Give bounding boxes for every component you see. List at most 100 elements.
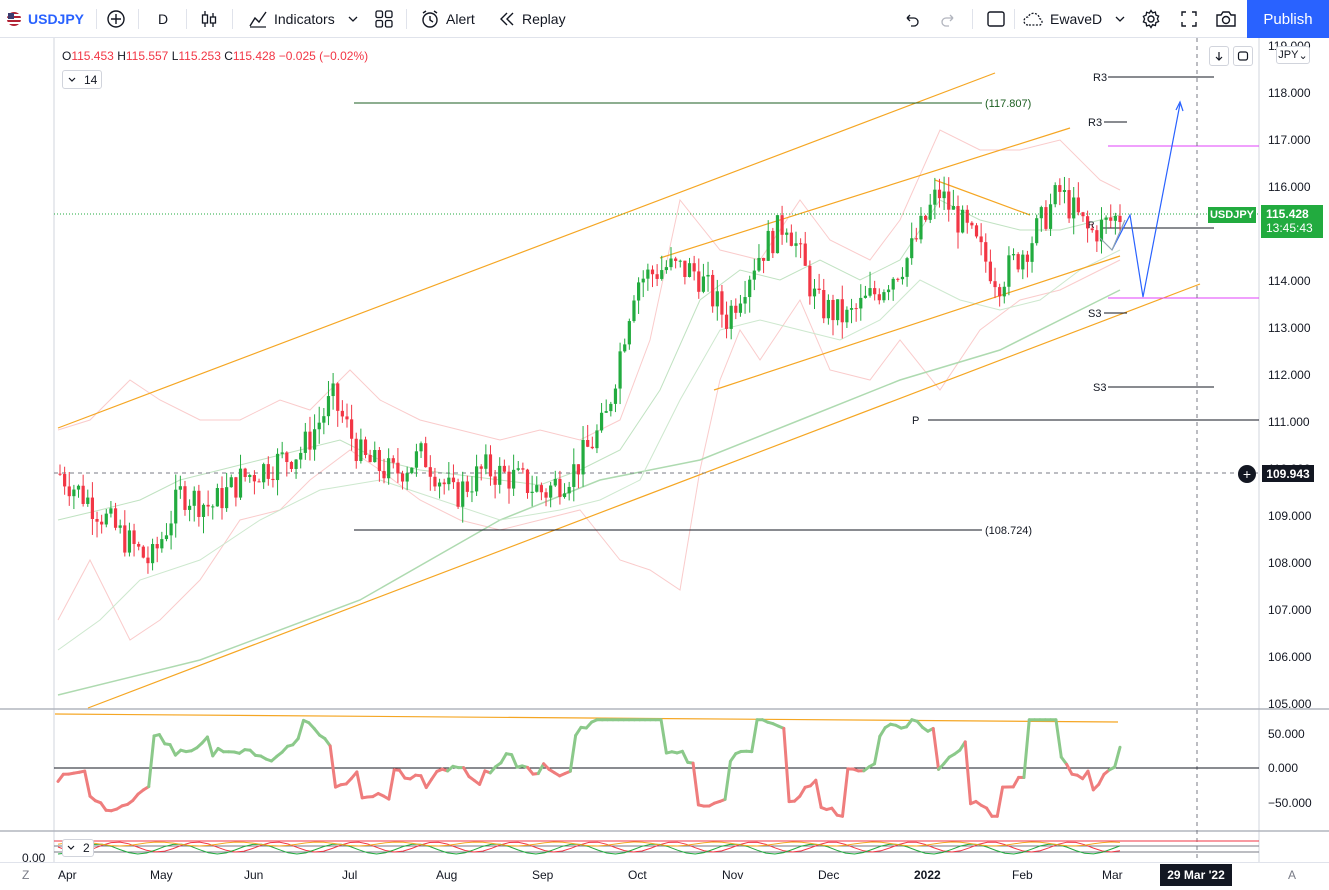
candle-body [1095, 230, 1099, 242]
chevron-down-icon [348, 16, 358, 22]
symbol-search[interactable]: USDJPY [6, 0, 84, 38]
s3-label: S3 [1088, 308, 1101, 320]
osc-segment [323, 737, 332, 748]
candle-body [525, 469, 530, 493]
osc-segment [723, 759, 732, 801]
osc-segment [659, 718, 668, 755]
candle-body [303, 431, 307, 453]
candle-body [201, 504, 206, 517]
candle-body [859, 297, 863, 309]
undo-button[interactable] [902, 0, 920, 38]
price-axis[interactable]: 118.000117.000116.000115.000114.000113.0… [1268, 39, 1312, 810]
osc-segment [398, 768, 407, 780]
candle-body [618, 351, 622, 389]
candle-body [873, 288, 877, 295]
candle-body [752, 270, 756, 280]
candle-body [498, 465, 502, 485]
candle-body [456, 482, 460, 507]
candle-body [701, 276, 706, 292]
candle-body [141, 546, 145, 558]
price-tick-label: 105.000 [1268, 697, 1312, 711]
candle-body [507, 471, 511, 489]
candle-body [984, 242, 988, 262]
candle-body [715, 291, 719, 307]
candle-body [748, 279, 752, 298]
interval-button[interactable]: D [158, 0, 168, 38]
scroll-down-button[interactable] [1209, 46, 1229, 66]
candle-body [1076, 197, 1080, 213]
candle-body [660, 270, 664, 279]
candle-body [761, 257, 766, 261]
candle-body [831, 299, 835, 321]
osc-segment [840, 767, 850, 818]
candle-body [326, 396, 331, 417]
candle-body [1104, 217, 1108, 220]
candle-body [910, 238, 914, 259]
high-label: H [117, 49, 126, 63]
candle-body [1044, 207, 1048, 229]
open-label: O [62, 49, 72, 63]
snapshot-button[interactable] [1215, 0, 1237, 38]
candle-body [113, 508, 118, 528]
layout-templates-button[interactable] [374, 0, 394, 38]
candle-body [238, 468, 243, 498]
plus-circle-icon [107, 10, 125, 28]
currency-select[interactable]: JPY ⌄ [1276, 46, 1310, 64]
add-alert-icon[interactable]: + [1238, 465, 1256, 483]
time-axis[interactable] [0, 862, 1329, 890]
candle-body [350, 419, 354, 439]
candle-body [905, 258, 909, 277]
fullscreen-select-button[interactable] [986, 0, 1006, 38]
chart-type-button[interactable] [200, 0, 218, 38]
osc-segment [462, 766, 471, 779]
osc-count: 2 [82, 841, 90, 855]
maximize-pane-button[interactable] [1233, 46, 1253, 66]
indicators-button[interactable]: Indicators [248, 0, 359, 38]
publish-button[interactable]: Publish [1247, 0, 1329, 38]
collapse-indicators-button[interactable]: 14 [62, 70, 102, 89]
auto-scale-toggle[interactable]: A [1288, 868, 1297, 882]
candle-body [58, 473, 62, 475]
candle-body [63, 474, 67, 487]
redo-button[interactable] [940, 0, 958, 38]
candle-body [590, 446, 594, 449]
candle-body [331, 383, 335, 397]
trend-channel [54, 72, 1201, 723]
candle-body [150, 544, 155, 564]
last-price: 115.428 [1266, 207, 1309, 221]
fullscreen-button[interactable] [1180, 0, 1198, 38]
candle-body [405, 473, 409, 482]
settings-button[interactable] [1141, 0, 1161, 38]
chevron-down-icon [68, 77, 76, 82]
osc-segment [430, 769, 439, 781]
layout-menu[interactable]: EwaveD [1022, 0, 1126, 38]
collapse-osc-button[interactable]: 2 [62, 839, 94, 857]
osc-segment [328, 744, 338, 789]
candle-body [646, 269, 650, 279]
price-tick-label: 116.000 [1268, 180, 1311, 194]
candle-body [683, 260, 687, 277]
candle-body [419, 443, 423, 452]
replay-button[interactable]: Replay [498, 0, 566, 38]
alert-button[interactable]: Alert [420, 0, 475, 38]
candle-body [766, 230, 770, 261]
candle-body [104, 513, 108, 525]
horizontal-levels [54, 38, 1259, 862]
candle-body [1016, 254, 1020, 270]
grid-icon [375, 10, 393, 28]
candle-body [664, 267, 668, 271]
candle-body [289, 462, 294, 469]
price-tick-label: 108.000 [1268, 556, 1312, 570]
candle-body [354, 438, 358, 462]
price-tick-label: 118.000 [1268, 86, 1311, 100]
osc-segment [985, 806, 994, 818]
candle-body [400, 473, 405, 482]
candle-body [192, 490, 196, 506]
timezone-toggle[interactable]: Z [22, 868, 30, 882]
chart-canvas[interactable]: 118.000117.000116.000115.000114.000113.0… [0, 38, 1329, 862]
candle-body [127, 530, 132, 553]
alert-label: Alert [446, 11, 475, 27]
time-tick-label: Nov [722, 868, 744, 882]
compare-button[interactable] [106, 0, 126, 38]
candle-body [586, 439, 590, 447]
